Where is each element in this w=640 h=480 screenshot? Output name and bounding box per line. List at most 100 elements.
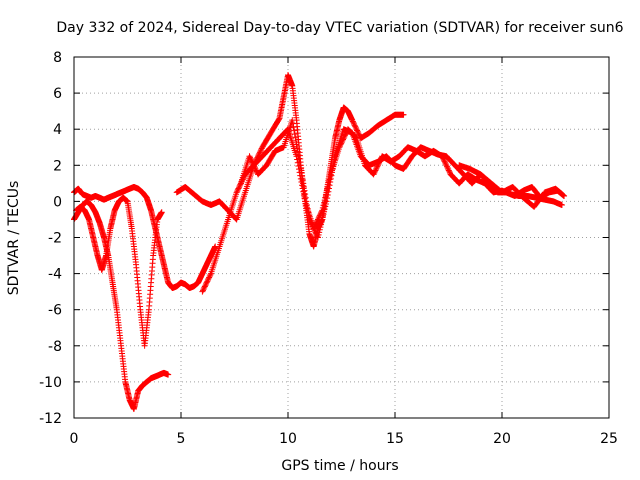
data-point [233, 189, 240, 196]
data-point [350, 119, 357, 126]
data-point [326, 182, 333, 189]
data-point [296, 158, 303, 165]
data-point [203, 280, 210, 287]
data-point [355, 130, 362, 137]
data-point [237, 181, 244, 188]
data-point [445, 167, 452, 174]
data-series [71, 72, 568, 412]
data-point [319, 213, 326, 220]
data-point [317, 224, 324, 231]
data-point [371, 168, 378, 175]
data-point [300, 183, 307, 190]
x-tick-label: 5 [177, 431, 186, 447]
data-point [251, 163, 258, 170]
data-point [236, 184, 243, 191]
y-tick-label: 2 [53, 158, 62, 174]
y-tick-label: 4 [53, 122, 62, 138]
data-point [324, 195, 331, 202]
y-tick-label: -10 [39, 375, 62, 391]
x-tick-label: 25 [600, 431, 618, 447]
data-point [204, 277, 211, 284]
data-point [302, 191, 309, 198]
data-point [352, 123, 359, 130]
y-tick-label: -12 [39, 411, 62, 427]
data-point [314, 217, 321, 224]
data-point [158, 209, 165, 216]
y-tick-label: -8 [48, 339, 62, 355]
data-point [293, 141, 300, 148]
data-point [206, 274, 213, 281]
data-point [322, 200, 329, 207]
data-point [326, 176, 333, 183]
data-point [252, 166, 259, 173]
data-point [253, 167, 260, 174]
data-point [251, 164, 258, 171]
data-point [308, 220, 315, 227]
data-point [311, 228, 318, 235]
data-point [370, 171, 377, 178]
data-point [315, 215, 322, 222]
data-point [325, 188, 332, 195]
data-point [246, 153, 253, 160]
data-point [308, 221, 315, 228]
data-point [203, 279, 210, 286]
data-point [329, 169, 336, 176]
data-point [302, 194, 309, 201]
data-point [325, 185, 332, 192]
y-tick-label: -2 [48, 231, 62, 247]
data-point [444, 164, 451, 171]
data-point [289, 120, 296, 127]
data-point [373, 164, 380, 171]
data-point [248, 158, 255, 165]
x-tick-label: 0 [70, 431, 79, 447]
data-point [349, 118, 356, 125]
data-point [304, 205, 311, 212]
data-point [446, 168, 453, 175]
data-point [303, 202, 310, 209]
series-sat-b [71, 198, 172, 412]
data-point [354, 128, 361, 135]
data-point [324, 191, 331, 198]
data-point [351, 121, 358, 128]
data-point [320, 211, 327, 218]
data-point [318, 221, 325, 228]
series-sat-f [237, 117, 568, 241]
data-point [301, 187, 308, 194]
data-point [294, 145, 301, 152]
data-point [297, 165, 304, 172]
data-point [300, 180, 307, 187]
data-point [307, 217, 314, 224]
data-point [349, 117, 356, 124]
y-tick-label: 6 [53, 86, 62, 102]
data-point [206, 273, 213, 280]
data-point [292, 138, 299, 145]
y-tick-label: -4 [48, 267, 62, 283]
x-tick-label: 20 [493, 431, 511, 447]
data-point [321, 206, 328, 213]
data-point [303, 198, 310, 205]
data-point [310, 224, 317, 231]
data-point [330, 162, 337, 169]
data-point [322, 203, 329, 210]
data-point [233, 215, 240, 222]
data-point [275, 116, 282, 123]
data-point [331, 156, 338, 163]
data-point [247, 155, 254, 162]
y-axis-label: SDTVAR / TECUs [6, 181, 22, 296]
data-point [319, 216, 326, 223]
data-point [234, 188, 241, 195]
y-tick-label: -6 [48, 303, 62, 319]
data-point [294, 148, 301, 155]
data-point [299, 173, 306, 180]
data-point [292, 134, 299, 141]
data-point [258, 146, 265, 153]
data-point [298, 169, 305, 176]
data-point [257, 148, 264, 155]
y-tick-label: 0 [53, 194, 62, 210]
data-point [318, 219, 325, 226]
data-point [314, 233, 321, 240]
data-point [248, 157, 255, 164]
data-point [201, 283, 208, 290]
data-point [291, 131, 298, 138]
